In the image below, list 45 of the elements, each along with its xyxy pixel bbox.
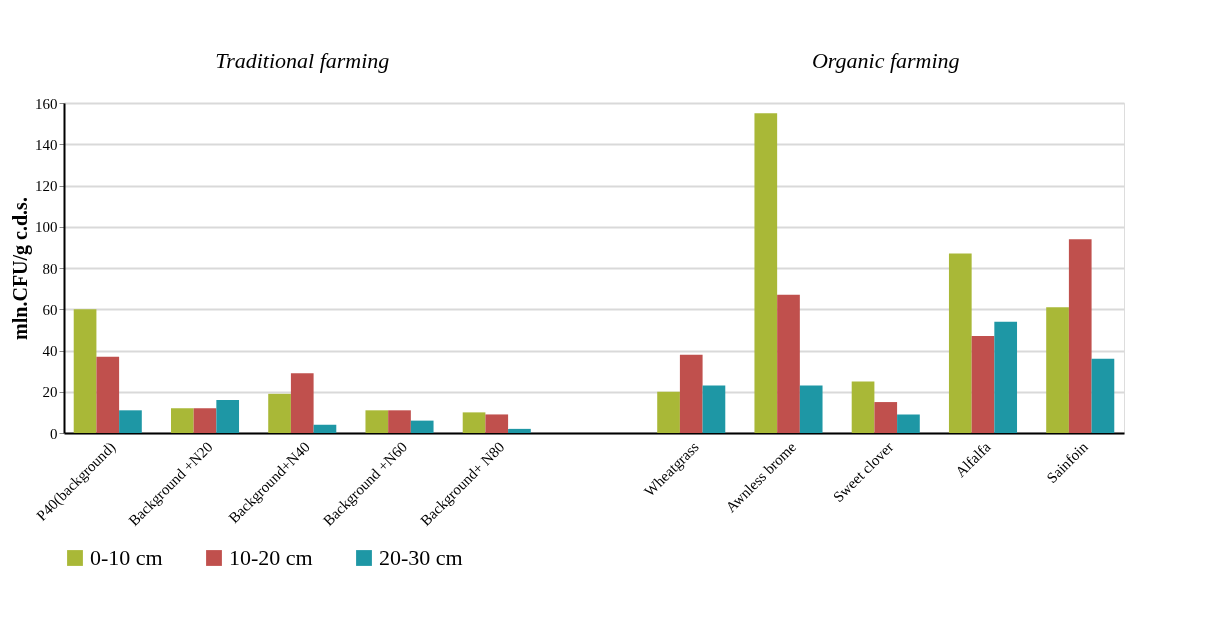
bar xyxy=(170,408,194,433)
bar xyxy=(1091,358,1115,433)
y-tick-label: 160 xyxy=(35,95,58,112)
text: Traditional farming xyxy=(215,48,390,73)
bar xyxy=(971,336,995,433)
bar xyxy=(897,414,920,433)
bar xyxy=(777,294,800,433)
bar xyxy=(73,309,97,433)
y-tick-label: 120 xyxy=(35,178,58,194)
bar xyxy=(485,414,509,433)
bar xyxy=(679,354,703,433)
bar xyxy=(799,385,823,433)
bar xyxy=(388,410,411,433)
y-tick-label: 20 xyxy=(42,384,58,401)
legend-label: 20-30 cm xyxy=(379,545,463,570)
bar xyxy=(1046,307,1069,433)
bar xyxy=(994,321,1018,433)
bar xyxy=(365,410,389,433)
bar xyxy=(290,373,314,433)
legend-label: 0-10 cm xyxy=(90,545,163,570)
y-axis-title: mln.CFU/g c.d.s. xyxy=(9,197,32,340)
y-tick-label: 40 xyxy=(42,343,58,359)
bar xyxy=(410,420,434,433)
bar xyxy=(462,412,486,433)
legend-label: 10-20 cm xyxy=(229,545,313,570)
text: Organic farming xyxy=(811,48,960,73)
bar xyxy=(754,113,778,433)
y-tick-label: 100 xyxy=(35,219,58,236)
bar xyxy=(268,393,291,433)
y-tick-label: 60 xyxy=(42,301,58,318)
bar xyxy=(119,410,142,433)
y-tick-label: 80 xyxy=(42,260,58,277)
bar xyxy=(948,253,972,433)
bar xyxy=(851,381,875,433)
bar xyxy=(874,402,898,433)
y-tick-label: 140 xyxy=(35,136,58,153)
y-tick-label: 0 xyxy=(50,425,58,442)
bar xyxy=(508,428,531,433)
bar xyxy=(702,385,726,433)
bar xyxy=(313,424,337,433)
bar xyxy=(1068,239,1092,433)
bar xyxy=(193,408,217,433)
bar xyxy=(96,356,120,433)
bar xyxy=(216,400,240,433)
bar xyxy=(657,391,680,433)
